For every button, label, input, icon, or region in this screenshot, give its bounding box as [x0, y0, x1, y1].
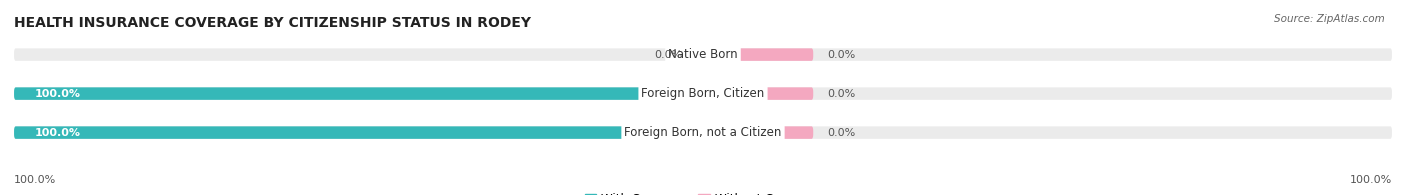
Text: Native Born: Native Born	[668, 48, 738, 61]
Legend: With Coverage, Without Coverage: With Coverage, Without Coverage	[579, 188, 827, 195]
Text: Foreign Born, not a Citizen: Foreign Born, not a Citizen	[624, 126, 782, 139]
Text: 100.0%: 100.0%	[14, 175, 56, 185]
FancyBboxPatch shape	[14, 126, 703, 139]
Text: 0.0%: 0.0%	[827, 128, 855, 138]
Text: 0.0%: 0.0%	[654, 50, 682, 60]
Text: 0.0%: 0.0%	[827, 89, 855, 99]
FancyBboxPatch shape	[703, 48, 813, 61]
Text: 100.0%: 100.0%	[35, 128, 80, 138]
FancyBboxPatch shape	[14, 126, 1392, 139]
FancyBboxPatch shape	[14, 87, 1392, 100]
Text: Foreign Born, Citizen: Foreign Born, Citizen	[641, 87, 765, 100]
FancyBboxPatch shape	[703, 126, 813, 139]
Text: Source: ZipAtlas.com: Source: ZipAtlas.com	[1274, 14, 1385, 24]
FancyBboxPatch shape	[14, 48, 1392, 61]
Text: 100.0%: 100.0%	[35, 89, 80, 99]
Text: HEALTH INSURANCE COVERAGE BY CITIZENSHIP STATUS IN RODEY: HEALTH INSURANCE COVERAGE BY CITIZENSHIP…	[14, 16, 531, 30]
Text: 100.0%: 100.0%	[1350, 175, 1392, 185]
FancyBboxPatch shape	[703, 87, 813, 100]
FancyBboxPatch shape	[14, 87, 703, 100]
Text: 0.0%: 0.0%	[827, 50, 855, 60]
